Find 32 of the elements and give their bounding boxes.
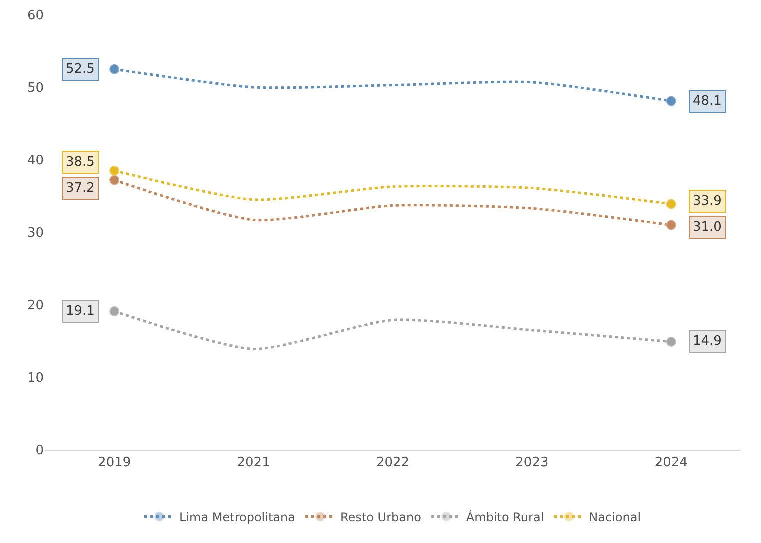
data-label: 48.1: [693, 94, 722, 109]
data-label: 38.5: [66, 155, 95, 170]
point: [110, 175, 120, 186]
point: [666, 336, 676, 347]
x-tick-label: 2024: [654, 456, 688, 471]
data-label: 19.1: [66, 304, 95, 319]
point: [666, 220, 676, 230]
data-label: 14.9: [693, 334, 722, 349]
data-label: 33.9: [693, 194, 722, 209]
y-tick-label: 10: [27, 371, 44, 386]
data-label: 37.2: [66, 181, 95, 196]
x-tick-label: 2022: [376, 456, 410, 471]
x-tick-label: 2021: [237, 456, 270, 471]
x-tick-label: 2019: [98, 456, 132, 471]
y-tick-label: 0: [36, 444, 44, 459]
legend-label: Resto Urbano: [340, 510, 422, 524]
legend-label: Lima Metropolitana: [180, 510, 296, 524]
y-tick-label: 40: [27, 154, 44, 169]
point: [110, 166, 120, 176]
y-tick-label: 30: [27, 226, 44, 242]
point: [666, 199, 676, 210]
data-label: 31.0: [693, 220, 722, 235]
x-tick-label: 2023: [516, 456, 549, 471]
legend-label: Nacional: [589, 510, 642, 524]
point: [666, 96, 676, 106]
point: [110, 64, 120, 74]
y-tick-label: 20: [27, 298, 44, 314]
y-tick-label: 60: [27, 8, 44, 24]
data-label: 52.5: [66, 62, 95, 77]
point: [110, 306, 120, 317]
y-tick-label: 50: [27, 81, 44, 96]
legend-label: Ámbito Rural: [466, 509, 544, 524]
